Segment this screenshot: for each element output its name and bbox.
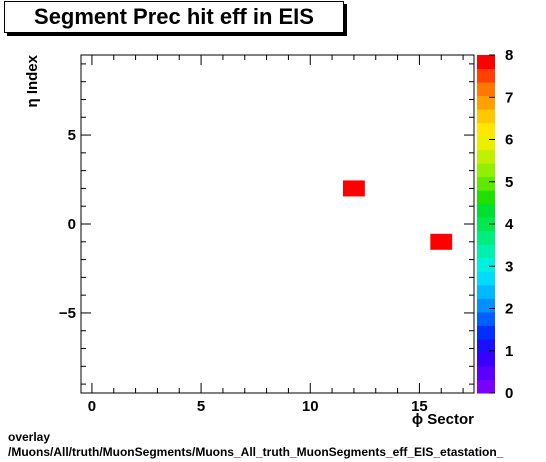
color-scale-segment xyxy=(477,109,495,124)
heatmap-cells xyxy=(343,180,453,250)
color-scale-label: 0 xyxy=(505,385,513,402)
color-scale-segment xyxy=(477,284,495,299)
color-scale-segment xyxy=(477,217,495,232)
x-tick-label: 10 xyxy=(302,398,319,415)
color-scale-segment xyxy=(477,379,495,394)
color-scale-segment xyxy=(477,55,495,70)
x-axis: 0 5 10 15 xyxy=(88,55,464,415)
plot-frame xyxy=(80,54,475,394)
chart-title-box: Segment Prec hit eff in EIS xyxy=(4,1,344,33)
footnote-line-1: overlay xyxy=(8,430,51,444)
y-tick-label: −5 xyxy=(59,305,76,322)
color-scale-segment xyxy=(477,352,495,367)
color-scale-segment xyxy=(477,190,495,205)
color-scale-label: 1 xyxy=(505,343,513,360)
color-scale-segment xyxy=(477,338,495,353)
color-scale-segment xyxy=(477,136,495,151)
color-scale-label: 3 xyxy=(505,258,513,275)
color-scale-label: 5 xyxy=(505,174,513,191)
color-scale-segment xyxy=(477,271,495,286)
x-tick-label: 15 xyxy=(411,398,428,415)
color-scale-segment xyxy=(477,203,495,218)
heatmap-cell xyxy=(430,233,453,250)
color-scale-segment xyxy=(477,68,495,83)
color-scale: 0 1 2 3 4 5 6 7 8 xyxy=(477,47,514,402)
color-scale-segment xyxy=(477,257,495,272)
color-scale-segment xyxy=(477,163,495,178)
footnote: overlay /Muons/All/truth/MuonSegments/Mu… xyxy=(8,430,503,460)
color-scale-segment xyxy=(477,365,495,380)
color-scale-segment xyxy=(477,230,495,245)
y-axis-label: η Index xyxy=(24,54,41,107)
color-scale-label: 6 xyxy=(505,132,513,149)
chart-title: Segment Prec hit eff in EIS xyxy=(34,4,314,29)
color-scale-segment xyxy=(477,122,495,137)
y-tick-label: 0 xyxy=(68,216,76,233)
color-scale-segment xyxy=(477,311,495,326)
x-tick-label: 5 xyxy=(197,398,205,415)
x-tick-label: 0 xyxy=(88,398,96,415)
plot-area-border xyxy=(80,54,475,394)
color-scale-label: 8 xyxy=(505,47,513,64)
color-scale-segment xyxy=(477,176,495,191)
x-axis-label: ϕ Sector xyxy=(412,411,474,428)
y-axis: −5 0 5 xyxy=(59,63,474,385)
color-scale-segment xyxy=(477,82,495,97)
color-scale-segment xyxy=(477,149,495,164)
color-scale-segment xyxy=(477,298,495,313)
color-scale-label: 7 xyxy=(505,89,513,106)
color-scale-segment xyxy=(477,325,495,340)
color-scale-segment xyxy=(477,244,495,259)
y-tick-label: 5 xyxy=(68,127,76,144)
color-scale-label: 2 xyxy=(505,301,513,318)
heatmap-cell xyxy=(343,180,365,197)
footnote-line-2: /Muons/All/truth/MuonSegments/Muons_All_… xyxy=(8,445,504,459)
color-scale-label: 4 xyxy=(505,216,514,233)
color-scale-segment xyxy=(477,95,495,110)
